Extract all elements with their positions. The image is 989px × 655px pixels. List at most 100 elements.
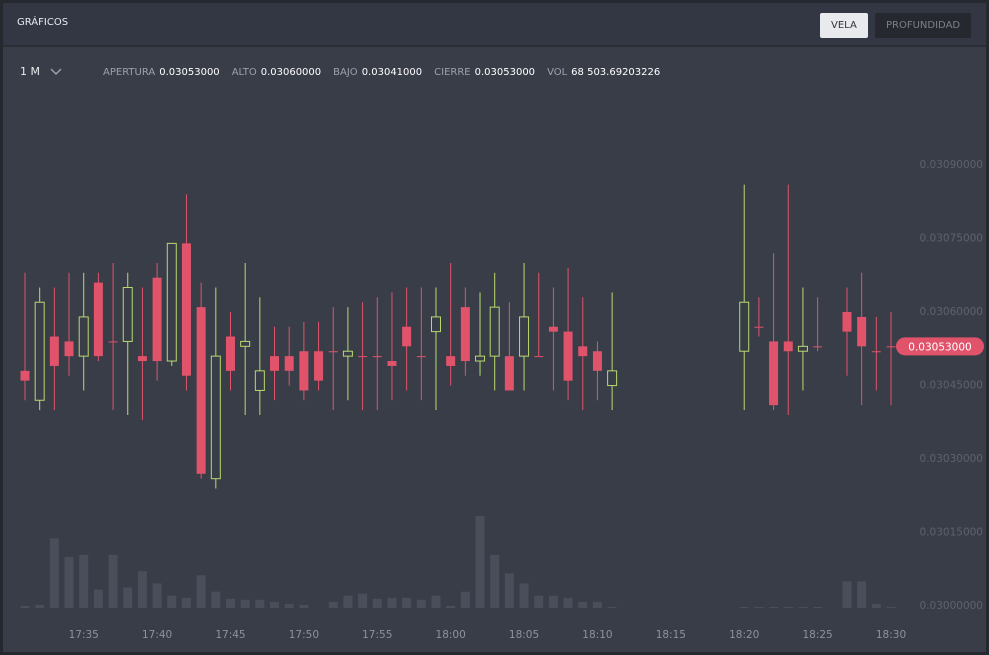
volume-bar [504,573,514,608]
interval[interactable]: 1 M [20,65,40,78]
tab-button[interactable]: PROFUNDIDAD [875,13,972,38]
x-tick-label: 18:00 [436,629,466,641]
candle-body [489,306,500,357]
candle-body [534,356,544,358]
candle-body [181,243,191,376]
candle-body [460,307,470,362]
volume-bar [93,589,103,608]
candle-body [475,355,486,362]
volume-bar [181,597,191,608]
candle-body [548,326,558,332]
stat-label: VOL [547,67,568,78]
candle-body [284,356,294,371]
header: GRÁFICOS VELA PROFUNDIDAD [3,3,986,47]
candle-body [504,356,514,391]
volume-bar [20,605,30,608]
x-tick-label: 18:25 [802,629,832,641]
volume-bar [475,516,485,608]
volume-bar [284,603,294,608]
volume-bar [534,595,544,608]
candle-body [49,336,59,366]
volume-bar [446,605,456,608]
volume-bar [196,575,206,608]
candle-body [342,350,353,357]
volume-bar [607,606,617,608]
candle-body [769,341,779,406]
candle-body [314,351,324,381]
stat-value: 0.03053000 [159,67,220,78]
volume-bar [871,603,881,608]
volume-bar [167,595,177,608]
chevron [49,68,62,76]
x-tick-label: 18:05 [509,629,539,641]
volume-bar [299,604,309,608]
tab-button[interactable]: VELA [820,13,868,38]
candle-body [886,346,896,348]
volume-bar [431,595,441,608]
x-tick-label: 17:55 [362,629,392,641]
y-tick-label: 0.03000000 [920,600,983,612]
candle-body [813,346,823,348]
candle-body [754,326,764,328]
volume-bar [255,599,265,608]
volume-bar [225,598,235,608]
volume-bar [152,583,162,608]
candle-body [519,316,530,357]
x-tick-label: 18:20 [729,629,759,641]
candle-body [78,316,89,357]
volume-bar [270,601,280,608]
volume-bar [578,601,588,608]
volume-bar [798,606,808,608]
x-tick-label: 18:30 [876,629,906,641]
candle-body [446,356,456,366]
volume-bar [886,606,896,608]
y-tick-label: 0.03090000 [920,159,983,171]
x-tick-label: 17:35 [69,629,99,641]
candle-body [871,351,881,353]
candle-body [607,370,618,387]
volume-bar [519,583,529,608]
y-tick-label: 0.03015000 [920,527,983,539]
stat-label: BAJO [333,67,358,78]
y-tick-label: 0.03030000 [920,453,983,465]
volume-bar [842,581,852,608]
candle-body [842,312,852,332]
volume-bar [137,571,147,608]
candle-body [270,356,280,371]
stat-value: 0.03041000 [361,67,423,78]
candle-body [122,287,133,342]
price-tag-label: 0.03053000 [908,341,971,353]
volume-bar [754,606,764,608]
candle-body [416,356,426,358]
price-tag [896,337,984,356]
candle-body [299,351,309,391]
candle-body [152,277,162,362]
volume-bar [592,601,602,608]
volume-bar [769,606,779,608]
y-tick-label: 0.03075000 [920,232,983,244]
volume-bar [548,595,558,608]
volume-bar [328,601,338,608]
candle-body [430,316,441,333]
candle-body [578,346,588,357]
x-tick-label: 17:50 [289,629,319,641]
x-tick-label: 17:40 [142,629,172,641]
volume-bar [402,597,412,608]
volume-bar [49,538,59,608]
stat-label: CIERRE [434,67,471,78]
volume-bar [358,593,368,608]
candle-body [166,242,177,362]
candle-body [93,282,103,357]
volume-bar [343,595,353,608]
y-tick-label: 0.03060000 [920,306,983,318]
candle-body [563,331,573,381]
candle-body [739,301,750,352]
toolbar: 1 M APERTURA 0.03053000 ALTO 0.03060000 BAJO… [20,65,660,78]
volume-bar [460,591,470,608]
candle-body [358,356,368,358]
stat-value: 0.03053000 [474,67,536,78]
candle-body [225,336,235,371]
stats: APERTURA 0.03053000 ALTO 0.03060000 BAJO 0.03… [91,65,660,78]
volume-bar [123,587,133,608]
